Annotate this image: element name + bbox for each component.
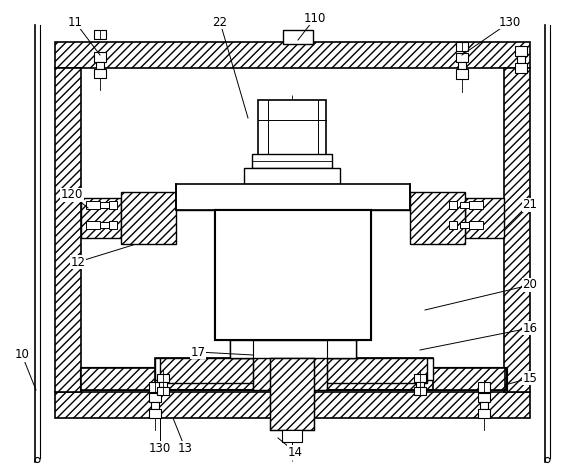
Bar — [155, 358, 433, 380]
Text: 10: 10 — [15, 349, 29, 361]
Bar — [270, 358, 314, 430]
Text: 11: 11 — [67, 16, 82, 28]
Text: 15: 15 — [522, 371, 538, 384]
Bar — [157, 374, 169, 382]
Bar — [449, 201, 457, 209]
Text: 13: 13 — [178, 441, 192, 455]
Text: 130: 130 — [149, 441, 171, 455]
Bar — [465, 198, 504, 238]
Bar — [515, 63, 527, 73]
Bar — [159, 382, 167, 387]
Text: 16: 16 — [522, 322, 538, 334]
Text: 110: 110 — [304, 11, 326, 25]
Bar — [469, 221, 483, 229]
Bar — [215, 210, 371, 340]
Bar — [149, 409, 161, 418]
Bar — [94, 69, 106, 78]
Bar — [456, 53, 468, 62]
Bar — [230, 340, 356, 358]
Bar — [478, 393, 490, 402]
Bar — [86, 221, 100, 229]
Bar — [244, 168, 340, 184]
Bar — [458, 62, 466, 69]
Bar — [282, 430, 302, 442]
Bar — [109, 201, 117, 209]
Bar — [456, 69, 468, 79]
Bar — [155, 358, 433, 380]
Bar — [94, 30, 106, 39]
Bar — [252, 154, 332, 168]
Bar — [460, 202, 469, 208]
Bar — [94, 52, 106, 62]
Bar — [81, 368, 507, 390]
Bar — [86, 201, 100, 209]
Bar — [109, 221, 117, 229]
Text: 22: 22 — [212, 16, 228, 28]
Bar — [100, 222, 109, 228]
Bar — [157, 387, 169, 395]
Text: 12: 12 — [71, 256, 85, 268]
Bar — [504, 68, 530, 392]
Text: 20: 20 — [522, 278, 538, 292]
Bar — [81, 368, 507, 390]
Bar — [81, 368, 155, 390]
Bar — [100, 202, 109, 208]
Bar — [414, 374, 426, 382]
Bar — [258, 100, 326, 158]
Bar — [515, 46, 527, 56]
Bar — [230, 340, 356, 358]
Bar — [215, 210, 371, 340]
Bar — [517, 56, 525, 63]
Bar — [149, 382, 161, 392]
Bar — [96, 62, 104, 69]
Bar — [176, 184, 410, 210]
Bar — [460, 222, 469, 228]
Bar — [433, 368, 505, 390]
Text: 120: 120 — [61, 189, 83, 201]
Bar — [81, 198, 121, 238]
Bar — [149, 393, 161, 402]
Bar — [414, 387, 426, 395]
Bar — [283, 30, 313, 44]
Bar — [55, 42, 530, 68]
Bar — [480, 402, 488, 409]
Bar — [160, 358, 427, 383]
Bar — [253, 340, 327, 390]
Bar — [121, 192, 176, 244]
Text: 14: 14 — [287, 446, 302, 458]
Bar — [55, 68, 81, 392]
Text: 17: 17 — [191, 345, 205, 359]
Bar — [456, 42, 468, 51]
Bar — [478, 382, 490, 392]
Bar — [410, 192, 465, 244]
Bar — [478, 409, 490, 418]
Bar — [151, 402, 159, 409]
Bar — [416, 382, 424, 387]
Text: 21: 21 — [522, 199, 538, 211]
Bar — [449, 221, 457, 229]
Text: 130: 130 — [499, 16, 521, 28]
Bar — [469, 201, 483, 209]
Bar — [55, 392, 530, 418]
